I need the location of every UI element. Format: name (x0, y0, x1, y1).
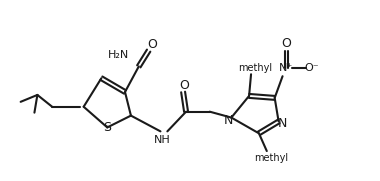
Text: O⁻: O⁻ (305, 63, 320, 73)
Text: O: O (179, 79, 189, 92)
Text: H₂N: H₂N (108, 50, 129, 60)
Text: S: S (103, 121, 111, 134)
Text: O: O (282, 37, 291, 50)
Text: N: N (278, 117, 287, 130)
Text: methyl: methyl (254, 153, 288, 163)
Text: N: N (224, 114, 233, 127)
Text: methyl: methyl (238, 63, 272, 73)
Text: NH: NH (154, 135, 171, 145)
Text: O: O (148, 38, 158, 51)
Text: N⁺: N⁺ (279, 63, 294, 73)
